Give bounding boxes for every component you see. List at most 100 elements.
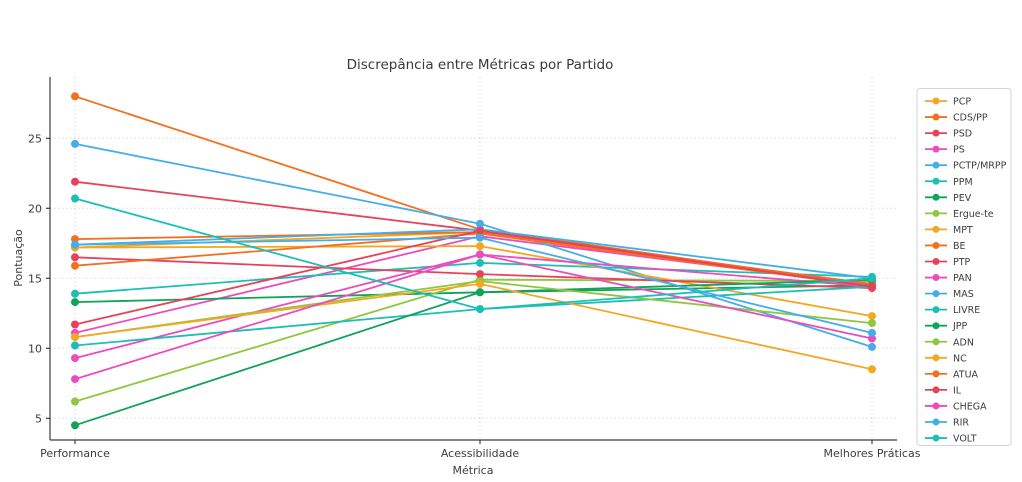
data-point-PCTP/MRPP xyxy=(868,342,876,351)
legend-marker xyxy=(932,209,940,217)
legend-box xyxy=(916,88,1012,446)
legend-marker xyxy=(932,161,940,169)
series-line-JPP xyxy=(74,278,873,427)
legend-marker xyxy=(932,338,940,346)
y-tick-label: 10 xyxy=(28,342,42,355)
data-point-IL xyxy=(868,282,876,291)
legend-item-PSD: PSD xyxy=(925,129,972,140)
legend-marker xyxy=(932,370,940,378)
legend-label: ATUA xyxy=(953,369,979,380)
data-point-CHEGA xyxy=(71,375,79,384)
data-point-PTP xyxy=(476,270,484,279)
legend-item-LIVRE: LIVRE xyxy=(925,305,980,316)
legend-marker xyxy=(932,258,940,265)
legend-label: BE xyxy=(953,241,966,252)
data-point-VOLT xyxy=(868,274,876,283)
legend-label: PAN xyxy=(953,273,972,284)
legend-marker xyxy=(932,193,940,201)
data-point-MPT xyxy=(476,242,484,251)
legend-label: MAS xyxy=(953,289,974,300)
legend-item-PCP: PCP xyxy=(925,97,971,108)
legend-marker xyxy=(932,225,940,233)
legend-marker xyxy=(932,354,940,362)
legend-label: PTP xyxy=(953,257,971,268)
legend-label: PCTP/MRPP xyxy=(953,161,1007,172)
y-tick-label: 25 xyxy=(28,132,42,145)
data-point-ATUA xyxy=(71,261,79,270)
x-tick-label: Performance xyxy=(40,447,110,460)
legend-item-JPP: JPP xyxy=(925,321,968,332)
data-point-PPM xyxy=(476,258,484,267)
legend-item-MPT: MPT xyxy=(925,225,973,236)
legend-item-CHEGA: CHEGA xyxy=(925,401,987,412)
data-point-RIR xyxy=(476,233,484,242)
legend-marker xyxy=(932,290,940,298)
legend-label: Ergue-te xyxy=(953,209,994,220)
gridlines xyxy=(50,77,897,440)
legend-marker xyxy=(932,97,940,105)
data-point-NC xyxy=(868,365,876,374)
legend-marker xyxy=(932,386,940,394)
legend-label: PSD xyxy=(953,129,972,140)
data-point-CHEGA xyxy=(476,250,484,259)
legend-label: PEV xyxy=(953,193,972,204)
y-tick-label: 15 xyxy=(28,272,42,285)
data-point-NC xyxy=(71,333,79,342)
legend-item-ADN: ADN xyxy=(925,337,974,348)
data-point-PCTP/MRPP xyxy=(71,139,79,148)
legend-marker xyxy=(932,274,940,282)
legend-label: NC xyxy=(953,353,967,364)
data-point-CDS/PP xyxy=(71,92,79,101)
legend-label: JPP xyxy=(952,321,968,332)
chart-title: Discrepância entre Métricas por Partido xyxy=(347,57,614,73)
legend-item-RIR: RIR xyxy=(925,418,969,429)
legend-marker xyxy=(932,129,940,137)
data-point-PAN xyxy=(71,354,79,363)
data-point-NC xyxy=(476,279,484,288)
legend-item-VOLT: VOLT xyxy=(925,434,977,445)
legend-label: PCP xyxy=(953,97,971,108)
legend-item-PEV: PEV xyxy=(925,193,972,204)
data-point-LIVRE xyxy=(71,341,79,350)
legend-marker xyxy=(932,241,940,249)
y-axis-label: Pontuação xyxy=(12,229,25,287)
data-point-JPP xyxy=(476,288,484,297)
data-point-JPP xyxy=(71,421,79,430)
data-point-CHEGA xyxy=(868,334,876,343)
data-point-MPT xyxy=(868,312,876,321)
legend-item-Ergue-te: Ergue-te xyxy=(925,209,994,220)
legend-label: VOLT xyxy=(953,434,977,445)
legend-label: CDS/PP xyxy=(953,113,988,124)
data-point-PTP xyxy=(71,253,79,262)
data-point-IL xyxy=(476,226,484,235)
legend-label: ADN xyxy=(953,337,974,348)
y-tick-label: 5 xyxy=(35,412,42,425)
legend-item-ATUA: ATUA xyxy=(925,369,979,380)
legend-label: CHEGA xyxy=(953,401,987,412)
legend-item-PS: PS xyxy=(925,145,965,156)
legend-marker xyxy=(932,177,940,185)
y-tick-label: 20 xyxy=(28,202,42,215)
x-axis-label: Métrica xyxy=(453,464,494,477)
legend-marker xyxy=(932,145,940,153)
legend-item-PAN: PAN xyxy=(925,273,972,284)
legend-marker xyxy=(932,402,940,410)
legend-marker xyxy=(932,113,940,121)
axes-spines xyxy=(46,77,897,444)
legend-item-IL: IL xyxy=(925,385,962,396)
tick-labels: 5 10 15 20 25 Performance Acessibilidade Melhor… xyxy=(28,132,921,460)
x-tick-label: Melhores Práticas xyxy=(824,447,921,460)
data-series xyxy=(71,92,876,430)
legend-item-MAS: MAS xyxy=(925,289,974,300)
legend-label: RIR xyxy=(953,418,969,429)
legend-label: PS xyxy=(953,145,965,156)
data-point-BE xyxy=(71,235,79,244)
legend-marker xyxy=(932,322,940,330)
legend-item-NC: NC xyxy=(925,353,967,364)
legend-marker xyxy=(932,434,940,442)
data-point-Ergue-te xyxy=(71,397,79,406)
data-point-PSD xyxy=(71,177,79,186)
data-point-RIR xyxy=(71,240,79,249)
